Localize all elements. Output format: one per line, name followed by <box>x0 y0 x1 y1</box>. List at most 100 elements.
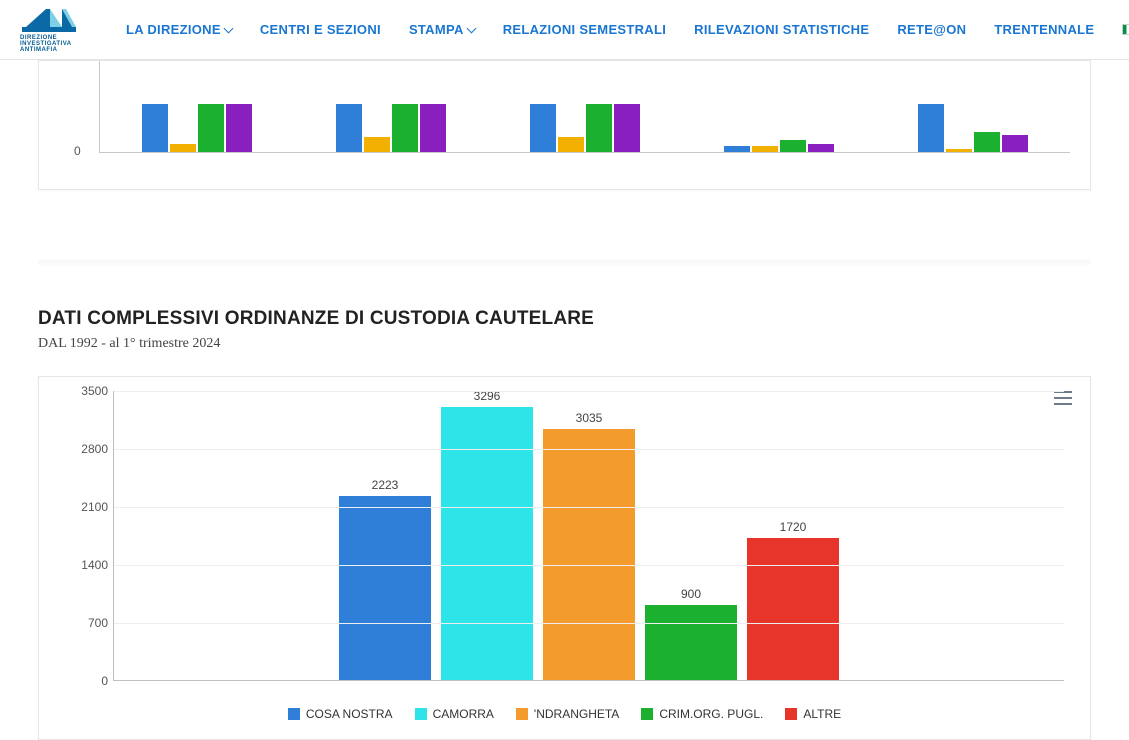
legend-swatch-icon <box>785 708 797 720</box>
mini-bar[interactable] <box>752 146 778 152</box>
nav-language[interactable]: ITALIANO <box>1122 22 1129 37</box>
top-chart-plot: 0 <box>99 60 1070 153</box>
top-chart-card: 0 <box>38 60 1091 190</box>
chart-bar-fill <box>645 605 737 680</box>
mini-bar[interactable] <box>364 137 390 152</box>
nav-rete-on[interactable]: RETE@ON <box>897 22 966 37</box>
nav-label: STAMPA <box>409 22 464 37</box>
grid-line <box>114 507 1064 508</box>
y-axis-label: 0 <box>74 144 81 158</box>
mini-bar[interactable] <box>974 132 1000 152</box>
chart-bar-fill <box>339 496 431 680</box>
mini-bar[interactable] <box>780 140 806 152</box>
main-chart: 2223329630359001720 07001400210028003500… <box>55 391 1074 721</box>
navbar: DIREZIONE INVESTIGATIVA ANTIMAFIA LA DIR… <box>0 0 1129 60</box>
grid-line <box>114 565 1064 566</box>
mini-bar[interactable] <box>918 104 944 152</box>
mini-bar[interactable] <box>724 146 750 152</box>
chart-data-label: 1720 <box>747 520 839 538</box>
legend-item[interactable]: CRIM.ORG. PUGL. <box>641 707 763 721</box>
logo-mark-icon <box>20 7 78 35</box>
chart-bars: 2223 3296 3035 900 1720 <box>114 391 1064 680</box>
nav-rilevazioni-statistiche[interactable]: RILEVAZIONI STATISTICHE <box>694 22 869 37</box>
section-subtitle: DAL 1992 - al 1° trimestre 2024 <box>38 336 1091 352</box>
mini-bar[interactable] <box>170 144 196 152</box>
mini-bar[interactable] <box>1002 135 1028 152</box>
grid-line <box>114 449 1064 450</box>
legend-item[interactable]: ALTRE <box>785 707 841 721</box>
nav-label: RELAZIONI SEMESTRALI <box>503 22 666 37</box>
chart-bar[interactable]: 3035 <box>543 391 635 680</box>
mini-bar[interactable] <box>226 104 252 152</box>
logo-subtitle: DIREZIONE INVESTIGATIVA ANTIMAFIA <box>20 35 78 53</box>
chart-bar[interactable]: 900 <box>645 391 737 680</box>
mini-bar-group <box>918 60 1028 152</box>
legend-label: CAMORRA <box>433 707 494 721</box>
mini-bar-group <box>724 60 834 152</box>
nav-label: TRENTENNALE <box>994 22 1094 37</box>
mini-bar[interactable] <box>586 104 612 152</box>
nav-relazioni-semestrali[interactable]: RELAZIONI SEMESTRALI <box>503 22 666 37</box>
chart-bar-fill <box>543 429 635 680</box>
legend-swatch-icon <box>641 708 653 720</box>
y-axis-label: 2800 <box>64 442 108 456</box>
chart-plot-area: 2223329630359001720 07001400210028003500 <box>113 391 1064 681</box>
legend-item[interactable]: 'NDRANGHETA <box>516 707 619 721</box>
legend-swatch-icon <box>516 708 528 720</box>
legend-label: COSA NOSTRA <box>306 707 393 721</box>
card-shadow <box>38 260 1091 268</box>
chart-bar[interactable]: 3296 <box>441 391 533 680</box>
chart-data-label: 900 <box>645 587 737 605</box>
chart-data-label: 2223 <box>339 478 431 496</box>
mini-bar[interactable] <box>142 104 168 152</box>
logo[interactable]: DIREZIONE INVESTIGATIVA ANTIMAFIA <box>20 7 78 53</box>
chevron-down-icon <box>466 23 476 33</box>
mini-bar-group <box>336 60 446 152</box>
chart-bar-fill <box>441 407 533 680</box>
mini-bar[interactable] <box>198 104 224 152</box>
nav-label: RILEVAZIONI STATISTICHE <box>694 22 869 37</box>
page-content: 0 DATI COMPLESSIVI ORDINANZE DI CUSTODIA… <box>0 60 1129 740</box>
nav-centri-e-sezioni[interactable]: CENTRI E SEZIONI <box>260 22 381 37</box>
chart-bar[interactable]: 1720 <box>747 391 839 680</box>
y-axis-label: 2100 <box>64 500 108 514</box>
nav-stampa[interactable]: STAMPA <box>409 22 475 37</box>
legend-item[interactable]: COSA NOSTRA <box>288 707 393 721</box>
mini-bar[interactable] <box>392 104 418 152</box>
chart-bar-fill <box>747 538 839 681</box>
mini-bar[interactable] <box>420 104 446 152</box>
legend-label: CRIM.ORG. PUGL. <box>659 707 763 721</box>
nav-label: LA DIREZIONE <box>126 22 221 37</box>
flag-italy-icon <box>1122 24 1129 35</box>
nav-label: RETE@ON <box>897 22 966 37</box>
legend-item[interactable]: CAMORRA <box>415 707 494 721</box>
y-axis-label: 700 <box>64 616 108 630</box>
section-title: DATI COMPLESSIVI ORDINANZE DI CUSTODIA C… <box>38 308 1091 330</box>
nav-trentennale[interactable]: TRENTENNALE <box>994 22 1094 37</box>
nav-la-direzione[interactable]: LA DIREZIONE <box>126 22 232 37</box>
legend-swatch-icon <box>288 708 300 720</box>
y-axis-label: 3500 <box>64 384 108 398</box>
mini-bar[interactable] <box>530 104 556 152</box>
mini-bar[interactable] <box>614 104 640 152</box>
chart-data-label: 3035 <box>543 411 635 429</box>
mini-bar-group <box>530 60 640 152</box>
mini-bar[interactable] <box>946 149 972 152</box>
main-chart-card: 2223 3296 3035 900 1720 0 700 1400 2100 2800 3500… <box>38 376 1091 740</box>
mini-bar-group <box>142 60 252 152</box>
grid-line <box>114 623 1064 624</box>
y-axis-label: 0 <box>64 674 108 688</box>
top-chart-bars <box>100 60 1070 152</box>
mini-bar[interactable] <box>558 137 584 152</box>
chart-bar[interactable]: 2223 <box>339 391 431 680</box>
mini-bar[interactable] <box>336 104 362 152</box>
mini-bar[interactable] <box>808 144 834 152</box>
grid-line <box>114 391 1064 392</box>
legend-swatch-icon <box>415 708 427 720</box>
chart-legend: COSA NOSTRA CAMORRA 'NDRANGHETA CRIM.ORG. P… <box>55 707 1074 721</box>
nav-label: CENTRI E SEZIONI <box>260 22 381 37</box>
y-axis-label: 1400 <box>64 558 108 572</box>
chevron-down-icon <box>223 23 233 33</box>
legend-label: 'NDRANGHETA <box>534 707 619 721</box>
legend-label: ALTRE <box>803 707 841 721</box>
